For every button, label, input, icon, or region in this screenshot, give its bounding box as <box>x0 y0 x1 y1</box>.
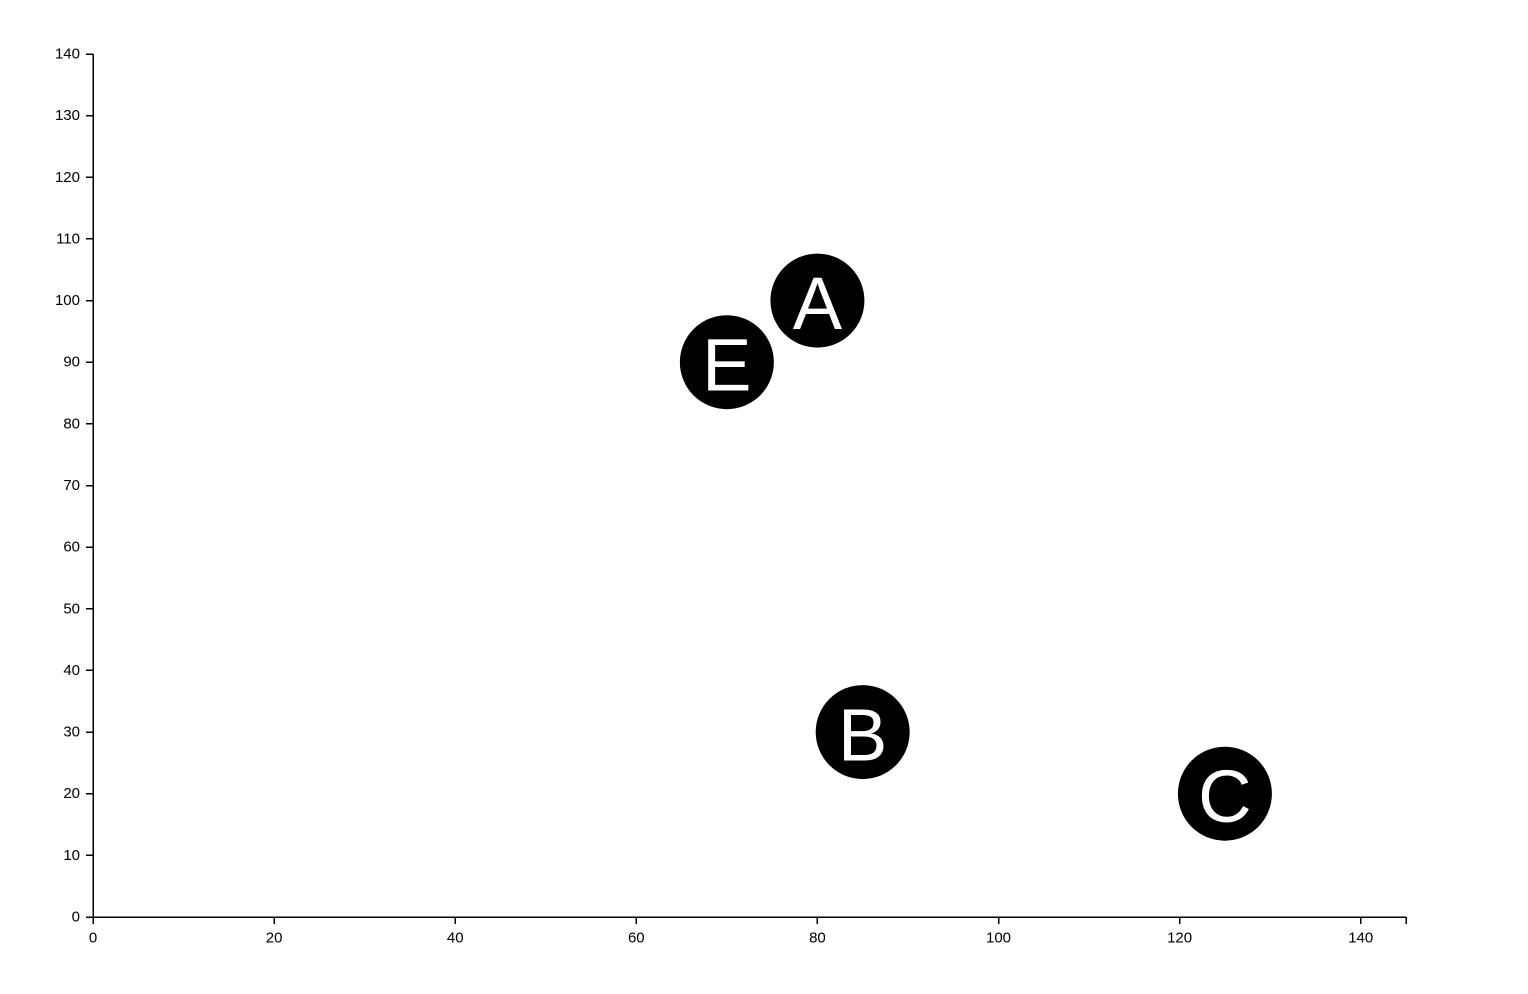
y-tick-label: 40 <box>63 662 80 679</box>
y-tick-label: 100 <box>55 292 80 309</box>
x-tick-label: 60 <box>628 930 645 947</box>
y-tick-label: 30 <box>63 724 80 741</box>
data-point-a: A <box>770 253 865 348</box>
x-tick-label: 0 <box>89 930 97 947</box>
y-tick-label: 120 <box>55 169 80 186</box>
point-label: E <box>702 324 751 407</box>
y-tick-label: 130 <box>55 107 80 124</box>
x-tick-label: 100 <box>986 930 1011 947</box>
x-tick-label: 80 <box>809 930 826 947</box>
data-point-e: E <box>679 315 774 410</box>
data-points: AE B C <box>679 253 1272 841</box>
data-point-b: B <box>815 685 910 780</box>
point-label: B <box>838 694 887 777</box>
y-tick-label: 70 <box>63 477 80 494</box>
y-tick-label: 0 <box>72 909 80 926</box>
point-label: A <box>793 262 843 345</box>
point-label: C <box>1198 755 1251 838</box>
point-marker <box>679 315 774 410</box>
x-tick-label: 20 <box>266 930 283 947</box>
y-tick-label: 110 <box>56 230 80 247</box>
point-marker <box>815 685 910 780</box>
y-axis: 0 10 20 30 40 50 60 70 80 90 100 110 120 130 140 <box>55 46 94 926</box>
y-tick-label: 20 <box>63 785 80 802</box>
x-tick-label: 140 <box>1348 930 1373 947</box>
x-axis: 0 20 40 60 80 100 120 140 <box>89 916 1407 947</box>
y-tick-label: 90 <box>63 354 80 371</box>
y-tick-label: 140 <box>55 46 80 63</box>
y-tick-label: 50 <box>63 600 80 617</box>
point-marker <box>770 253 865 348</box>
y-tick-label: 60 <box>63 539 80 556</box>
x-tick-label: 120 <box>1167 930 1192 947</box>
y-tick-label: 80 <box>63 415 80 432</box>
data-point-c: C <box>1177 746 1272 841</box>
point-marker <box>1177 746 1272 841</box>
x-tick-label: 40 <box>447 930 464 947</box>
y-tick-label: 10 <box>63 847 80 864</box>
